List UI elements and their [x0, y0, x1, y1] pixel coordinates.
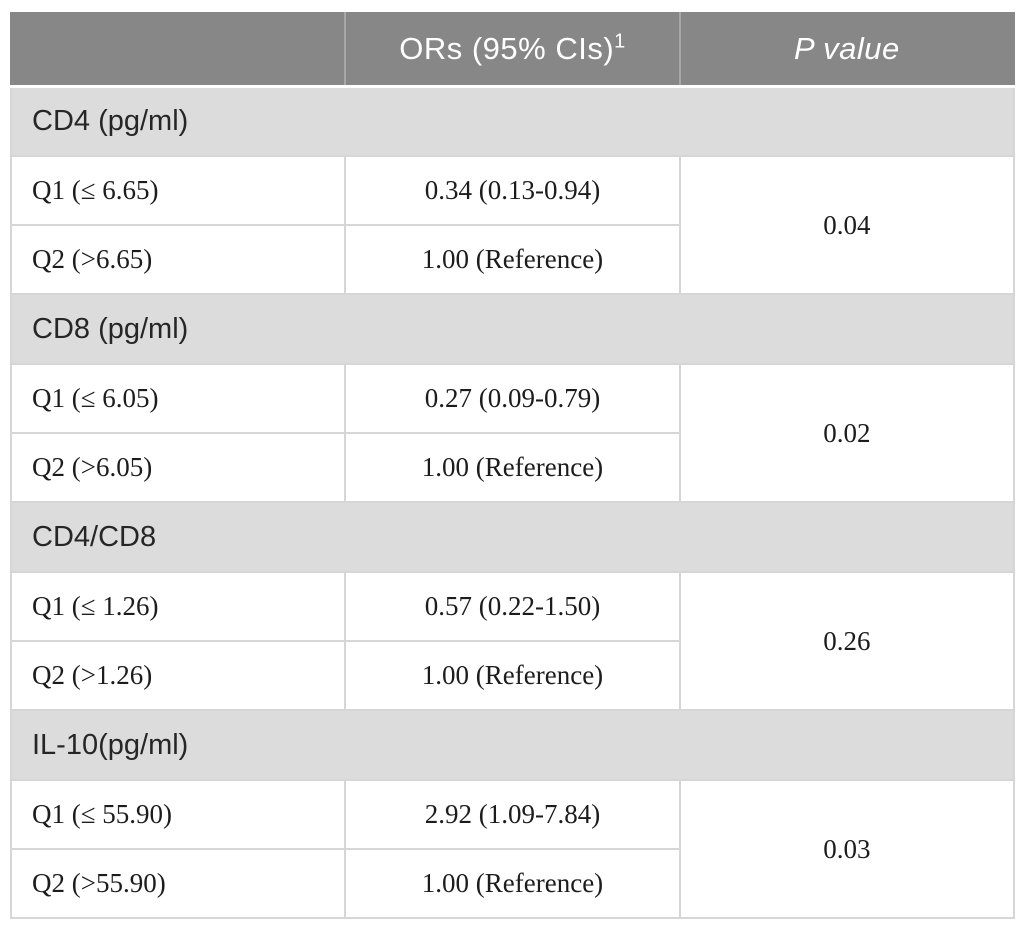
section-band-row: IL-10(pg/ml) — [10, 709, 1015, 781]
or-value-cell: 0.27 (0.09-0.79) — [344, 363, 681, 434]
table-row: Q2 (>6.05) 1.00 (Reference) — [9, 432, 1014, 503]
or-header-footnote-superscript: 1 — [614, 30, 626, 53]
header-cell-empty — [9, 12, 347, 88]
p-value-cell: 0.03 — [678, 779, 1016, 919]
header-row: ORs (95% CIs)1 P value — [9, 12, 1016, 88]
or-value-cell: 1.00 (Reference) — [344, 848, 681, 919]
or-value-cell: 1.00 (Reference) — [344, 432, 681, 503]
p-value-cell: 0.26 — [678, 571, 1016, 711]
section-band-row: CD4/CD8 — [10, 501, 1015, 573]
table-row: Q1 (≤ 6.05) 0.27 (0.09-0.79) 0.02 — [9, 363, 1016, 503]
header-cell-or: ORs (95% CIs)1 — [344, 12, 681, 88]
table-row: Q1 (≤ 1.26) 0.57 (0.22-1.50) 0.26 — [9, 571, 1016, 711]
p-value-cell: 0.04 — [678, 155, 1016, 295]
section-band-row: CD4 (pg/ml) — [10, 85, 1015, 157]
or-value-cell: 1.00 (Reference) — [344, 224, 681, 295]
section-header-cd4-cd8-ratio: CD4/CD8 — [10, 501, 1015, 573]
section-band-row: CD8 (pg/ml) — [10, 293, 1015, 365]
quartile-label-cell: Q1 (≤ 55.90) — [9, 779, 347, 850]
quartile-label-cell: Q1 (≤ 6.05) — [9, 363, 347, 434]
or-value-cell: 2.92 (1.09-7.84) — [344, 779, 681, 850]
quartile-label-cell: Q2 (>6.65) — [9, 224, 347, 295]
stats-table-container: ORs (95% CIs)1 P value CD4 (pg/ml) Q1 (≤… — [9, 12, 1016, 919]
quartile-label-cell: Q1 (≤ 6.65) — [9, 155, 347, 226]
odds-ratio-table: ORs (95% CIs)1 P value CD4 (pg/ml) Q1 (≤… — [9, 12, 1016, 919]
quartile-label-cell: Q1 (≤ 1.26) — [9, 571, 347, 642]
table-row: Q1 (≤ 6.65) 0.34 (0.13-0.94) 0.04 — [9, 155, 1016, 295]
quartile-label-cell: Q2 (>55.90) — [9, 848, 347, 919]
header-cell-pvalue: P value — [678, 12, 1016, 88]
table-row: Q1 (≤ 55.90) 2.92 (1.09-7.84) 0.03 — [9, 779, 1016, 919]
section-header-il10: IL-10(pg/ml) — [10, 709, 1015, 781]
or-value-cell: 1.00 (Reference) — [344, 640, 681, 711]
or-value-cell: 0.57 (0.22-1.50) — [344, 571, 681, 642]
table-row: Q2 (>6.65) 1.00 (Reference) — [9, 224, 1014, 295]
table-row: Q2 (>1.26) 1.00 (Reference) — [9, 640, 1014, 711]
or-value-cell: 0.34 (0.13-0.94) — [344, 155, 681, 226]
section-header-cd4: CD4 (pg/ml) — [10, 85, 1015, 157]
quartile-label-cell: Q2 (>1.26) — [9, 640, 347, 711]
or-header-label: ORs (95% CIs) — [399, 31, 615, 67]
table-row: Q2 (>55.90) 1.00 (Reference) — [9, 848, 1014, 919]
section-header-cd8: CD8 (pg/ml) — [10, 293, 1015, 365]
p-value-cell: 0.02 — [678, 363, 1016, 503]
quartile-label-cell: Q2 (>6.05) — [9, 432, 347, 503]
